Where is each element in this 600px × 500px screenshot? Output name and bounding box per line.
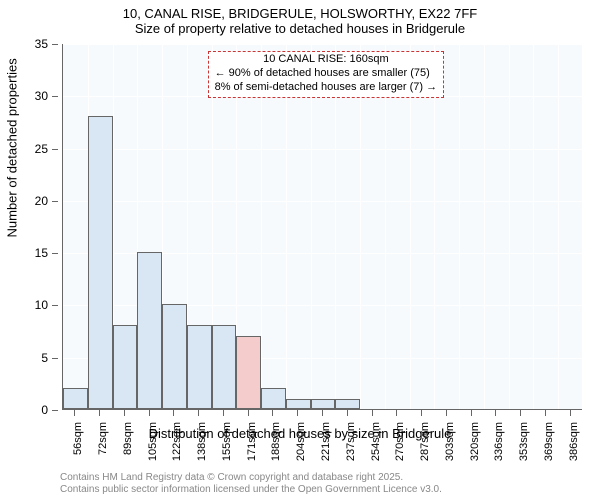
bar	[311, 399, 336, 409]
annotation-line3: 8% of semi-detached houses are larger (7…	[215, 81, 438, 95]
gridline-h	[63, 201, 582, 202]
gridline-v	[335, 44, 336, 409]
y-tick-label: 25	[35, 142, 48, 156]
x-tick	[396, 410, 397, 416]
title-sub: Size of property relative to detached ho…	[0, 21, 600, 40]
x-tick	[99, 410, 100, 416]
bar	[88, 116, 113, 409]
bar	[187, 325, 212, 409]
annotation-box: 10 CANAL RISE: 160sqm ← 90% of detached …	[208, 51, 445, 97]
bar	[261, 388, 286, 409]
y-tick-label: 35	[35, 37, 48, 51]
x-tick	[173, 410, 174, 416]
histogram-chart: 10 CANAL RISE: 160sqm ← 90% of detached …	[62, 44, 582, 410]
x-tick	[570, 410, 571, 416]
x-tick	[372, 410, 373, 416]
title-main: 10, CANAL RISE, BRIDGERULE, HOLSWORTHY, …	[0, 0, 600, 21]
bar	[335, 399, 360, 409]
gridline-h	[63, 44, 582, 45]
plot-area	[62, 44, 582, 410]
bar	[63, 388, 88, 409]
x-tick	[198, 410, 199, 416]
gridline-v	[434, 44, 435, 409]
y-tick	[52, 253, 58, 254]
y-tick	[52, 44, 58, 45]
x-tick	[347, 410, 348, 416]
bar	[113, 325, 138, 409]
bar	[286, 399, 311, 409]
gridline-v	[311, 44, 312, 409]
gridline-v	[410, 44, 411, 409]
x-tick	[446, 410, 447, 416]
x-tick	[322, 410, 323, 416]
x-tick	[124, 410, 125, 416]
x-tick	[149, 410, 150, 416]
annotation-line2: ← 90% of detached houses are smaller (75…	[215, 67, 438, 81]
y-tick-label: 10	[35, 298, 48, 312]
y-tick	[52, 358, 58, 359]
x-tick	[471, 410, 472, 416]
bar	[137, 252, 162, 409]
footer-attribution: Contains HM Land Registry data © Crown c…	[60, 472, 442, 496]
x-tick	[248, 410, 249, 416]
gridline-v	[509, 44, 510, 409]
gridline-v	[484, 44, 485, 409]
x-tick	[297, 410, 298, 416]
x-tick	[272, 410, 273, 416]
gridline-v	[261, 44, 262, 409]
y-tick-label: 30	[35, 89, 48, 103]
footer-line2: Contains public sector information licen…	[60, 484, 442, 496]
gridline-v	[459, 44, 460, 409]
bar	[162, 304, 187, 409]
y-tick	[52, 149, 58, 150]
bar-highlight	[236, 336, 261, 409]
bar	[212, 325, 237, 409]
y-axis-title: Number of detached properties	[5, 58, 20, 237]
x-tick	[421, 410, 422, 416]
gridline-h	[63, 149, 582, 150]
y-tick-label: 20	[35, 194, 48, 208]
x-tick	[520, 410, 521, 416]
gridline-v	[558, 44, 559, 409]
x-tick	[495, 410, 496, 416]
y-tick	[52, 410, 58, 411]
gridline-v	[385, 44, 386, 409]
y-tick	[52, 305, 58, 306]
y-tick-label: 5	[41, 351, 48, 365]
y-tick-label: 0	[41, 403, 48, 417]
annotation-line1: 10 CANAL RISE: 160sqm	[215, 53, 438, 67]
x-axis-title: Distribution of detached houses by size …	[0, 426, 600, 441]
gridline-v	[360, 44, 361, 409]
gridline-v	[286, 44, 287, 409]
x-tick	[74, 410, 75, 416]
y-tick	[52, 96, 58, 97]
gridline-v	[533, 44, 534, 409]
y-tick-label: 15	[35, 246, 48, 260]
x-tick	[545, 410, 546, 416]
x-tick	[223, 410, 224, 416]
y-tick	[52, 201, 58, 202]
footer-line1: Contains HM Land Registry data © Crown c…	[60, 472, 442, 484]
